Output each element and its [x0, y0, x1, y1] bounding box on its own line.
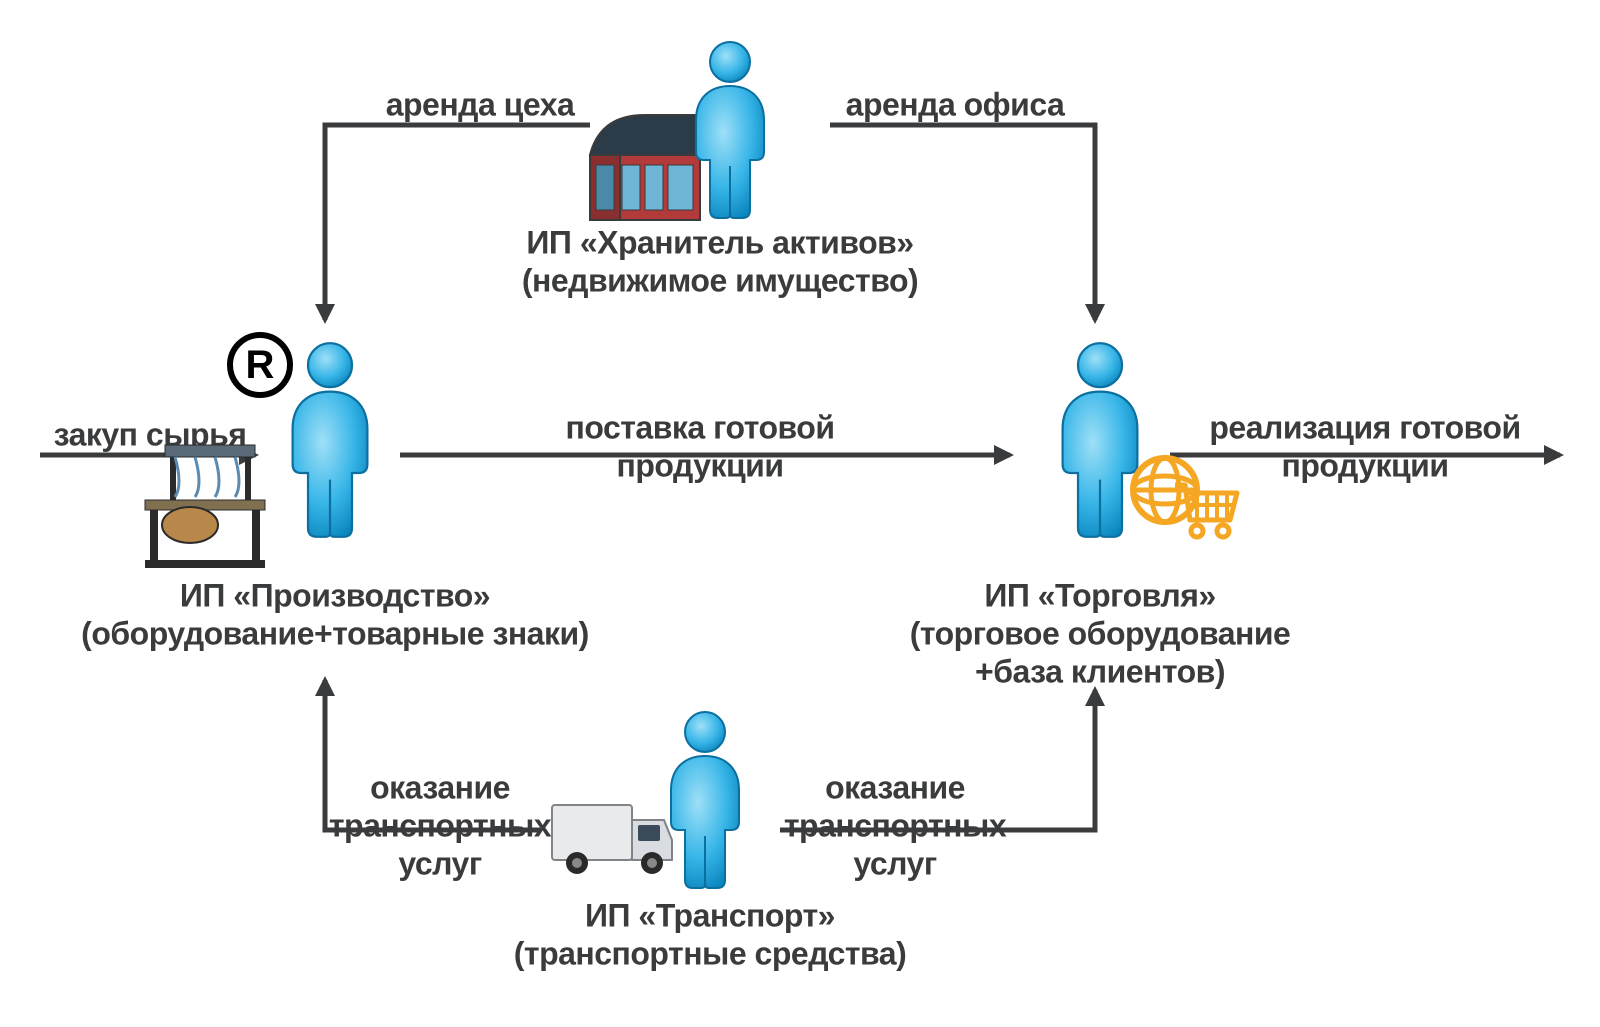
person-icon [293, 343, 368, 537]
edge-transport-right: оказание транспортных услуг [780, 690, 1095, 881]
node-assets: ИП «Хранитель активов» (недвижимое имуще… [522, 42, 918, 298]
label-rent-workshop: аренда цеха [386, 86, 575, 122]
svg-text:R: R [246, 343, 275, 387]
building-icon [590, 115, 700, 220]
node-trade-subtitle1: (торговое оборудование [910, 615, 1291, 651]
label-delivery-1: поставка готовой [565, 409, 834, 445]
person-icon [671, 712, 739, 888]
node-transport-subtitle: (транспортные средства) [514, 935, 907, 971]
node-production-subtitle: (оборудование+товарные знаки) [81, 615, 589, 651]
node-assets-subtitle: (недвижимое имущество) [522, 262, 918, 298]
label-sales-1: реализация готовой [1209, 409, 1520, 445]
label-transport-right-1: оказание [825, 769, 965, 805]
label-delivery-2: продукции [616, 447, 783, 483]
label-sales-2: продукции [1281, 447, 1448, 483]
node-trade: ИП «Торговля» (торговое оборудование +ба… [910, 343, 1291, 689]
label-transport-right-2: транспортных [784, 807, 1007, 843]
node-production-title: ИП «Производство» [180, 577, 490, 613]
node-trade-title: ИП «Торговля» [984, 577, 1215, 613]
label-transport-left-3: услуг [398, 845, 482, 881]
edge-transport-left: оказание транспортных услуг [325, 680, 552, 881]
machine-icon [145, 445, 265, 568]
label-transport-right-3: услуг [853, 845, 937, 881]
edge-delivery: поставка готовой продукции [400, 409, 1010, 483]
business-structure-diagram: аренда цеха аренда офиса закуп сырья пос… [0, 0, 1600, 1027]
registered-icon: R [230, 335, 290, 395]
node-trade-subtitle2: +база клиентов) [975, 653, 1225, 689]
label-transport-left-2: транспортных [329, 807, 552, 843]
person-icon [696, 42, 764, 218]
globe-cart-icon [1133, 458, 1237, 537]
label-transport-left-1: оказание [370, 769, 510, 805]
label-rent-office: аренда офиса [846, 86, 1065, 122]
edge-sales: реализация готовой продукции [1170, 409, 1560, 483]
node-assets-title: ИП «Хранитель активов» [526, 224, 913, 260]
truck-icon [552, 805, 672, 874]
person-icon [1063, 343, 1138, 537]
node-production: R ИП «Производство» (оборудование+товарн… [81, 335, 589, 651]
node-transport-title: ИП «Транспорт» [585, 897, 835, 933]
